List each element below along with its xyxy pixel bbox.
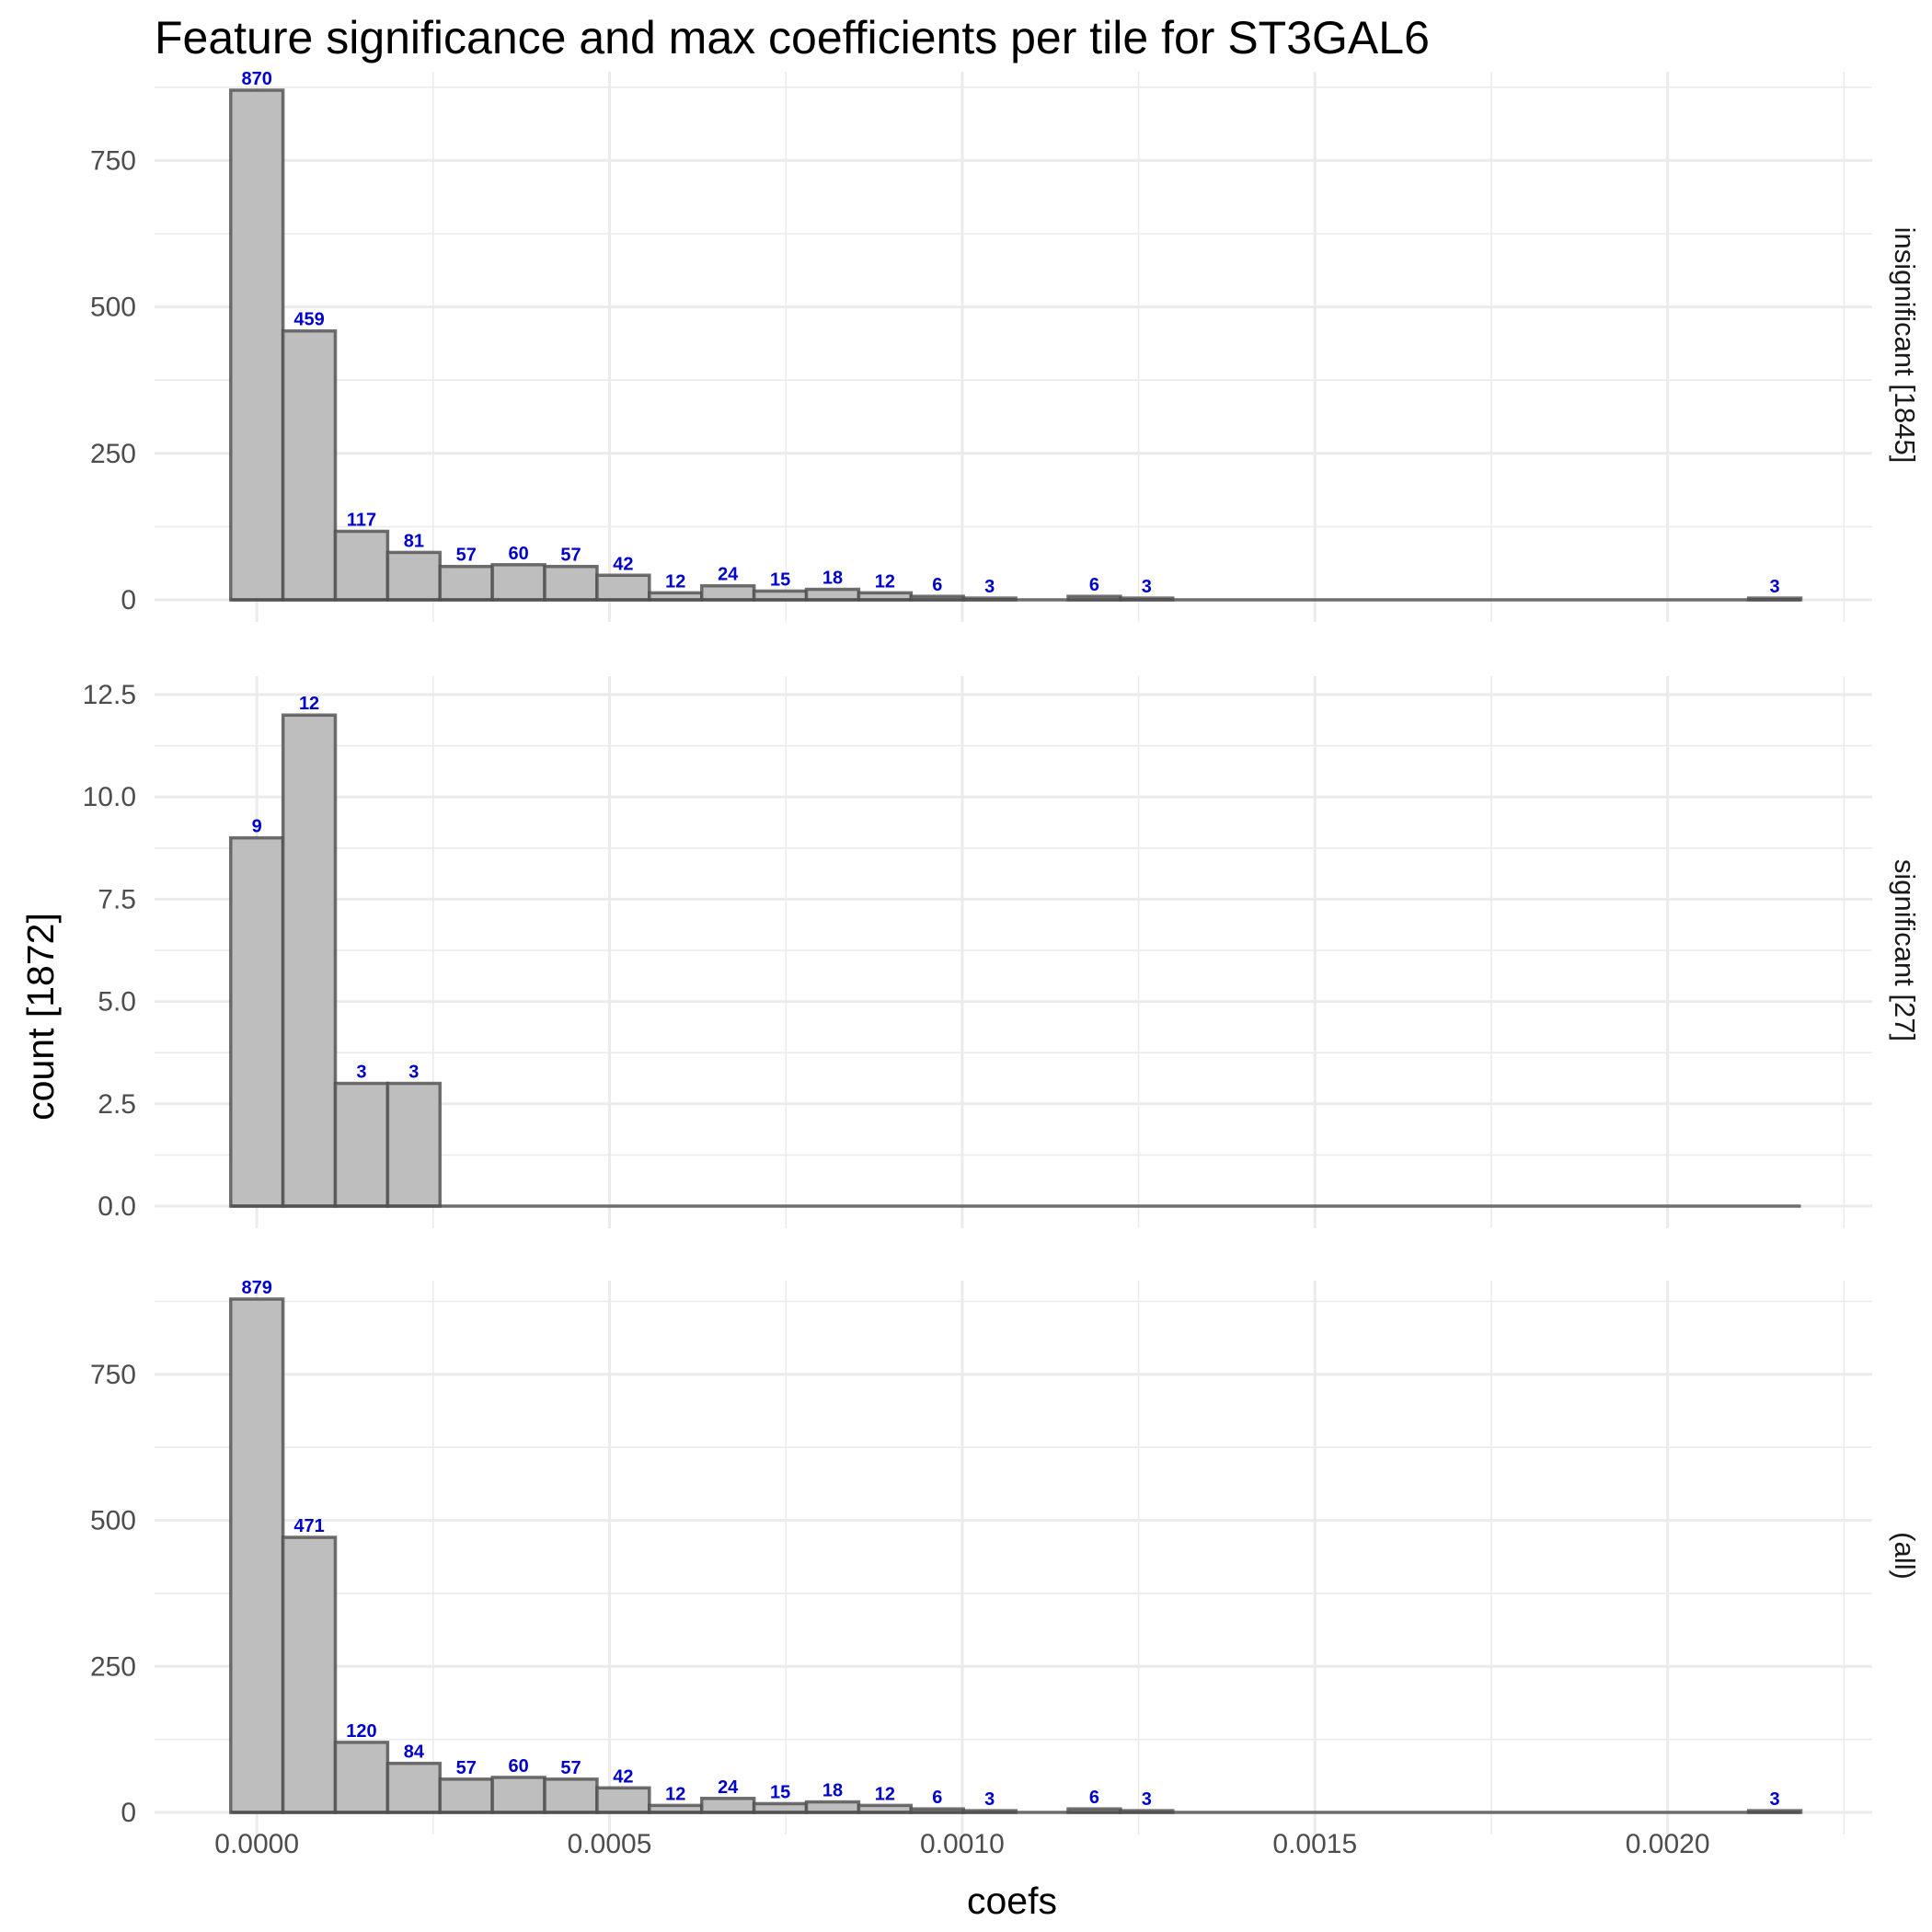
bar-count-label: 3 <box>984 1789 995 1810</box>
histogram-bar <box>228 88 285 602</box>
histogram-bar <box>490 563 546 602</box>
histogram-bar <box>281 1535 338 1814</box>
x-tick-label: 0.0000 <box>214 1829 299 1859</box>
histogram-bar <box>438 564 494 602</box>
facet-panel: 0 250 500 750 879 471 120 84 57 60 57 42 12 24 15 18 12 6… <box>90 1278 1921 1834</box>
histogram-bar <box>228 835 285 1208</box>
histogram-bar <box>281 328 338 602</box>
bar-count-label: 24 <box>718 1777 739 1798</box>
chart-title: Feature significance and max coefficient… <box>155 12 1430 63</box>
bar-count-label: 3 <box>1142 577 1152 597</box>
bar-count-label: 12 <box>875 1784 895 1804</box>
y-tick-label: 500 <box>90 1506 136 1536</box>
y-tick-label: 7.5 <box>98 884 136 914</box>
histogram-bar <box>385 550 443 602</box>
y-tick-label: 2.5 <box>98 1089 136 1120</box>
facet-strip-label: (all) <box>1889 1532 1921 1580</box>
bar-count-label: 57 <box>456 546 477 566</box>
y-tick-label: 0 <box>121 1798 136 1828</box>
bar-count-label: 57 <box>456 1758 477 1778</box>
bar-count-label: 12 <box>875 571 895 592</box>
bar-count-label: 12 <box>665 1784 685 1804</box>
bar-count-label: 3 <box>356 1063 366 1083</box>
bar-count-label: 6 <box>932 1788 942 1808</box>
bar-count-label: 3 <box>984 577 995 597</box>
bar-count-label: 84 <box>404 1742 425 1763</box>
bar-count-label: 117 <box>347 510 376 530</box>
facet-strip-label: insignificant [1845] <box>1889 227 1921 464</box>
y-tick-label: 500 <box>90 293 136 323</box>
x-axis: 0.0000 0.0005 0.0010 0.0015 0.0020 <box>214 1829 1709 1859</box>
bar-count-label: 24 <box>718 565 739 585</box>
histogram-bar <box>490 1776 546 1814</box>
y-tick-label: 0.0 <box>98 1191 136 1222</box>
bar-count-label: 18 <box>822 569 843 589</box>
y-tick-label: 250 <box>90 439 136 469</box>
histogram-bar <box>543 1777 599 1814</box>
bar-count-label: 60 <box>509 544 529 564</box>
bar-count-label: 57 <box>560 546 581 566</box>
bar-count-label: 15 <box>770 569 790 590</box>
bar-count-label: 3 <box>408 1063 419 1083</box>
y-tick-label: 0 <box>121 585 136 615</box>
y-tick-label: 250 <box>90 1651 136 1682</box>
histogram-bar <box>543 564 599 602</box>
bar-count-label: 3 <box>1769 1789 1779 1810</box>
histogram-bar <box>333 529 390 602</box>
histogram-bar <box>228 1297 285 1814</box>
bar-count-label: 42 <box>613 554 633 574</box>
bar-count-label: 879 <box>241 1278 271 1298</box>
x-tick-label: 0.0010 <box>920 1829 1005 1859</box>
bar-count-label: 12 <box>665 571 685 592</box>
bar-count-label: 3 <box>1142 1789 1152 1810</box>
histogram-bar <box>595 1786 651 1814</box>
histogram-bar <box>385 1761 443 1814</box>
facet-strip-label: significant [27] <box>1889 859 1921 1041</box>
bar-count-label: 6 <box>1089 1788 1099 1808</box>
bar-count-label: 870 <box>241 69 271 89</box>
bar-count-label: 42 <box>613 1766 633 1787</box>
bar-count-label: 9 <box>252 817 262 837</box>
x-tick-label: 0.0005 <box>568 1829 652 1859</box>
histogram-bar <box>281 713 338 1208</box>
bar-count-label: 15 <box>770 1782 790 1802</box>
y-axis-title: count [1872] <box>19 913 62 1121</box>
histogram-bar <box>595 573 651 602</box>
x-tick-label: 0.0015 <box>1272 1829 1357 1859</box>
y-tick-label: 12.5 <box>83 680 136 710</box>
histogram-bar <box>333 1081 390 1208</box>
histogram-bar <box>438 1777 494 1814</box>
facet-panel: 0 250 500 750 870 459 117 81 57 60 57 42 12 24 15 18 12 6… <box>90 69 1921 622</box>
y-tick-label: 5.0 <box>98 987 136 1018</box>
bar-count-label: 3 <box>1769 577 1779 597</box>
histogram-bar <box>700 1797 756 1814</box>
bar-count-label: 6 <box>1089 575 1099 595</box>
bar-count-label: 120 <box>346 1721 376 1742</box>
x-tick-label: 0.0020 <box>1626 1829 1710 1859</box>
y-tick-label: 750 <box>90 1360 136 1390</box>
bar-count-label: 6 <box>932 575 942 595</box>
bar-count-label: 18 <box>822 1781 843 1801</box>
bar-count-label: 471 <box>293 1516 324 1536</box>
bar-count-label: 60 <box>509 1756 529 1777</box>
bar-count-label: 459 <box>293 310 324 330</box>
y-tick-label: 10.0 <box>83 782 136 812</box>
x-axis-title: coefs <box>967 1880 1057 1922</box>
bar-count-label: 57 <box>560 1758 581 1778</box>
bar-count-label: 12 <box>299 694 319 714</box>
facet-panel: 0.0 2.5 5.0 7.5 10.0 12.5 9 12 3 3 significant [27… <box>83 676 1921 1228</box>
bar-count-label: 81 <box>404 531 424 551</box>
histogram-bar <box>333 1741 390 1814</box>
histogram-bar <box>700 583 756 602</box>
y-tick-label: 750 <box>90 145 136 176</box>
histogram-bar <box>385 1081 443 1208</box>
